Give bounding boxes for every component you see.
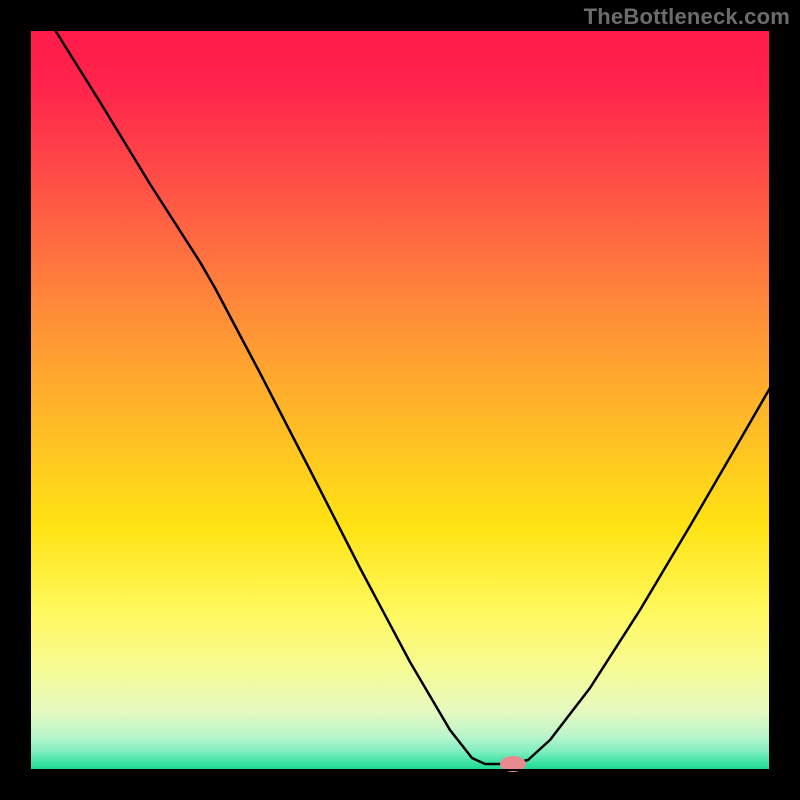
chart-container: TheBottleneck.com (0, 0, 800, 800)
plot-background (30, 30, 770, 770)
watermark-text: TheBottleneck.com (584, 4, 790, 30)
bottleneck-chart (0, 0, 800, 800)
